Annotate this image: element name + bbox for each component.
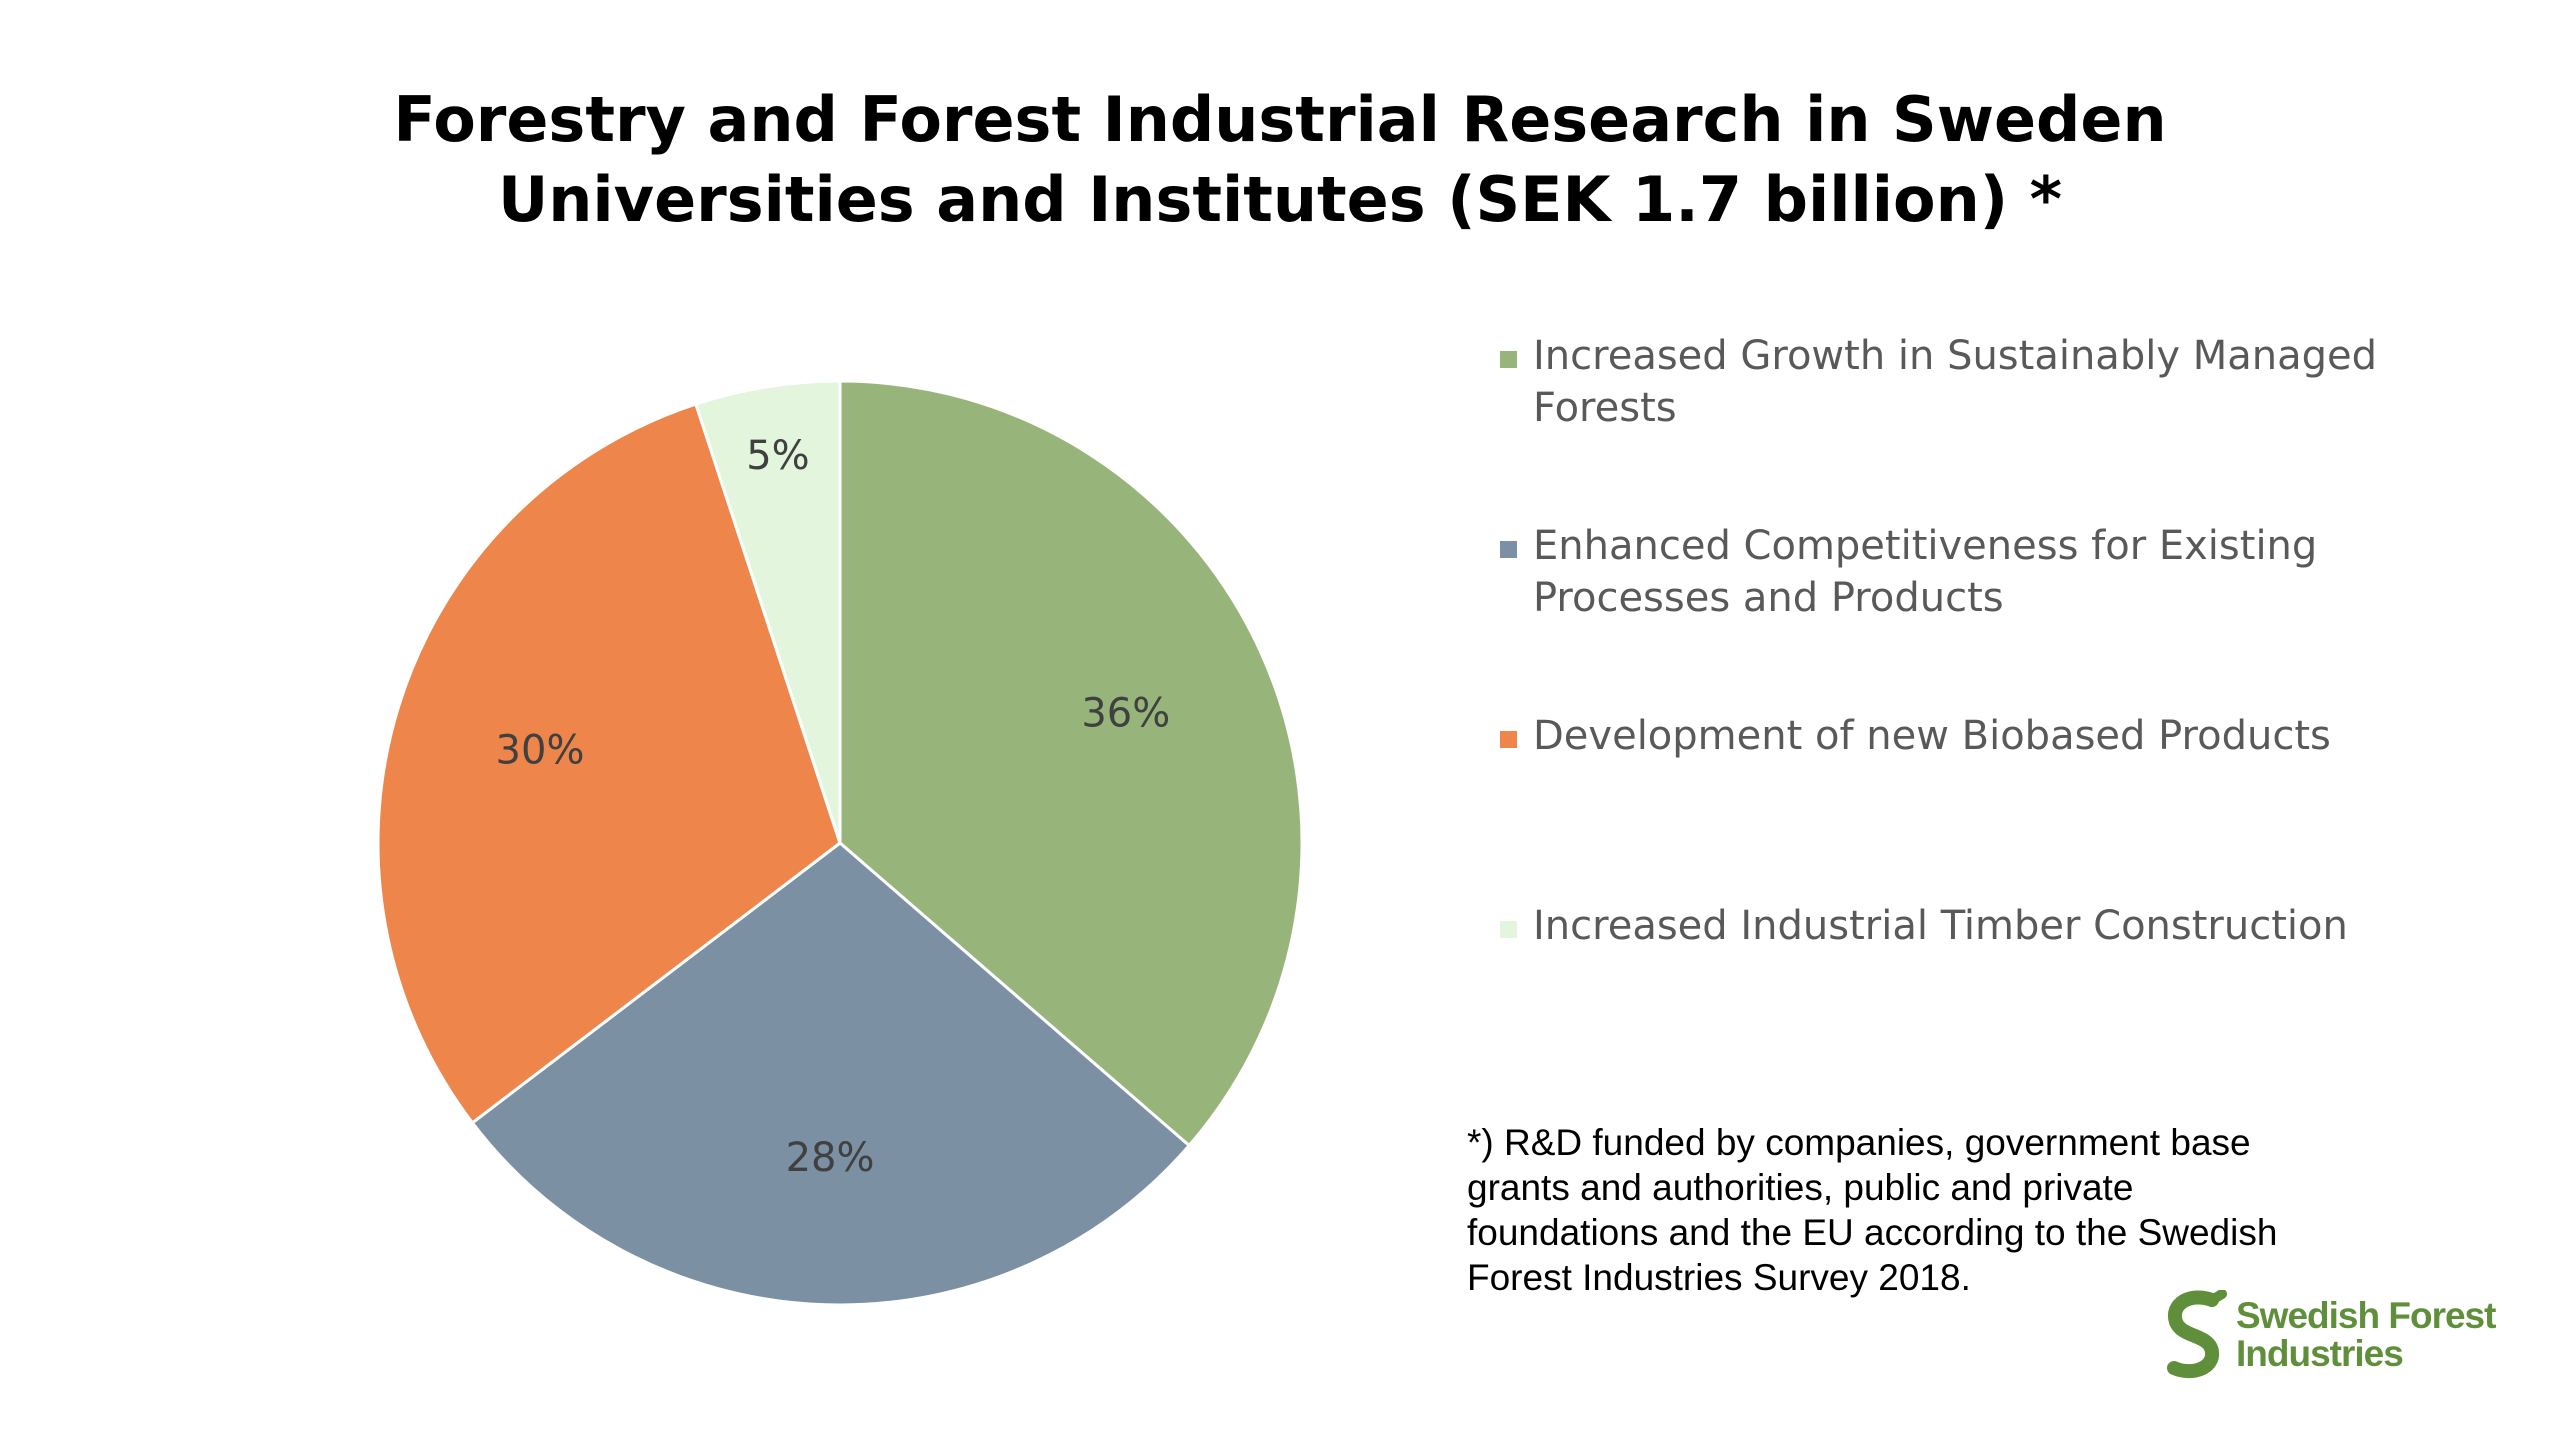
- footnote-line-3: foundations and the EU according to the …: [1467, 1212, 2278, 1253]
- chart-title: Forestry and Forest Industrial Research …: [0, 80, 2560, 240]
- legend-item-biobased: Development of new Biobased Products: [1500, 710, 2500, 762]
- pie-slice-biobased: [376, 402, 842, 1125]
- legend-label-biobased: Development of new Biobased Products: [1533, 713, 2331, 759]
- legend-swatch-competitiveness: [1500, 541, 1517, 558]
- logo-text-line-2: Industries: [2236, 1333, 2404, 1374]
- logo-text: Swedish Forest Industries: [2236, 1295, 2496, 1374]
- pie-slice-competitiveness: [470, 841, 1192, 1307]
- swedish-forest-industries-logo: Swedish Forest Industries: [2160, 1290, 2520, 1380]
- pie-label-competitiveness: 28%: [786, 1135, 875, 1181]
- legend-label-competitiveness: Enhanced Competitiveness for Existing Pro…: [1533, 523, 2318, 621]
- footnote-line-1: *) R&D funded by companies, government b…: [1467, 1122, 2251, 1163]
- legend-label-timber: Increased Industrial Timber Construction: [1533, 903, 2348, 949]
- s-logo-icon: [2167, 1290, 2227, 1379]
- pie-slice-timber: [693, 379, 842, 844]
- chart-title-line-2: Universities and Institutes (SEK 1.7 bil…: [497, 163, 2063, 236]
- pie-slice-growth: [838, 379, 1304, 1148]
- pie-label-growth: 36%: [1081, 690, 1170, 736]
- footnote: *) R&D funded by companies, government b…: [1467, 1120, 2427, 1300]
- legend-swatch-timber: [1500, 921, 1517, 938]
- pie-label-biobased: 30%: [496, 728, 585, 774]
- legend-item-competitiveness: Enhanced Competitiveness for Existing Pro…: [1500, 520, 2500, 624]
- legend-label-growth: Increased Growth in Sustainably Managed F…: [1533, 333, 2377, 431]
- logo-text-line-1: Swedish Forest: [2236, 1295, 2496, 1336]
- legend-swatch-biobased: [1500, 731, 1517, 748]
- footnote-line-4: Forest Industries Survey 2018.: [1467, 1257, 1971, 1298]
- chart-title-line-1: Forestry and Forest Industrial Research …: [393, 83, 2167, 156]
- footnote-line-2: grants and authorities, public and priva…: [1467, 1167, 2134, 1208]
- legend-item-timber: Increased Industrial Timber Construction: [1500, 900, 2500, 952]
- legend-swatch-growth: [1500, 351, 1517, 368]
- pie-label-timber: 5%: [746, 433, 809, 479]
- legend-item-growth: Increased Growth in Sustainably Managed F…: [1500, 330, 2500, 434]
